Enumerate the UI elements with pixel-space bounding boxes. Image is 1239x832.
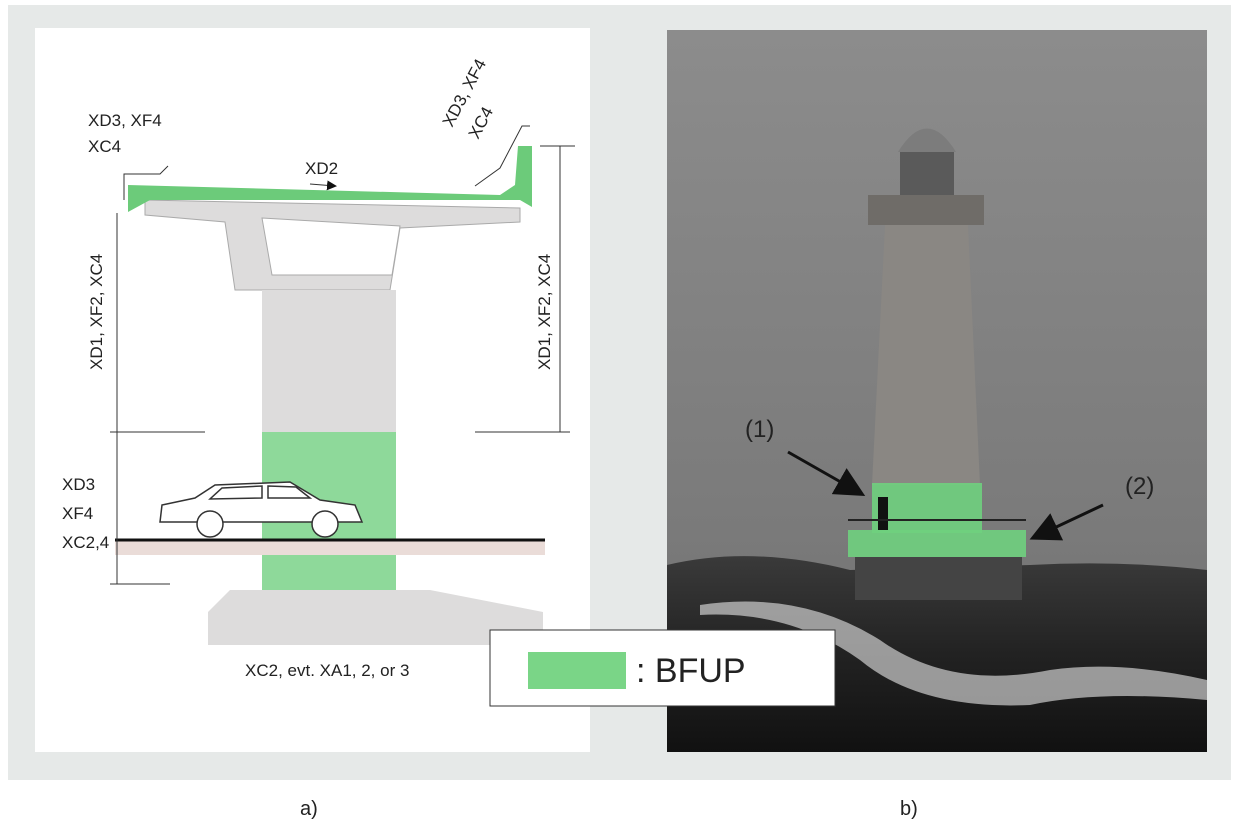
marker: (2) bbox=[1125, 473, 1154, 500]
label: XC2, evt. XA1, 2, or 3 bbox=[245, 661, 409, 680]
door bbox=[878, 497, 888, 530]
box-void bbox=[262, 218, 400, 275]
lantern bbox=[900, 150, 954, 195]
bfup-2 bbox=[848, 530, 1026, 557]
label: XC4 bbox=[88, 137, 121, 156]
legend-label: : BFUP bbox=[636, 652, 746, 690]
label: XD3 bbox=[62, 475, 95, 494]
tower bbox=[872, 225, 980, 485]
label: XD2 bbox=[305, 159, 338, 178]
gallery bbox=[868, 195, 984, 225]
label: XC2,4 bbox=[62, 533, 109, 552]
legend-swatch bbox=[528, 652, 626, 689]
label: XD1, XF2, XC4 bbox=[535, 254, 554, 370]
bfup-1 bbox=[872, 483, 982, 533]
soil bbox=[115, 541, 545, 555]
base bbox=[855, 557, 1022, 600]
label: XD3, XF4 bbox=[88, 111, 162, 130]
caption: a) bbox=[300, 798, 318, 820]
caption: b) bbox=[900, 798, 918, 820]
figure: XD3, XF4 XC4 XD2 XD3, XF4 XC4 XD1, XF2, … bbox=[0, 0, 1239, 827]
label: XF4 bbox=[62, 504, 93, 523]
legend: : BFUP bbox=[490, 630, 835, 706]
label: XD1, XF2, XC4 bbox=[87, 254, 106, 370]
marker: (1) bbox=[745, 416, 774, 443]
